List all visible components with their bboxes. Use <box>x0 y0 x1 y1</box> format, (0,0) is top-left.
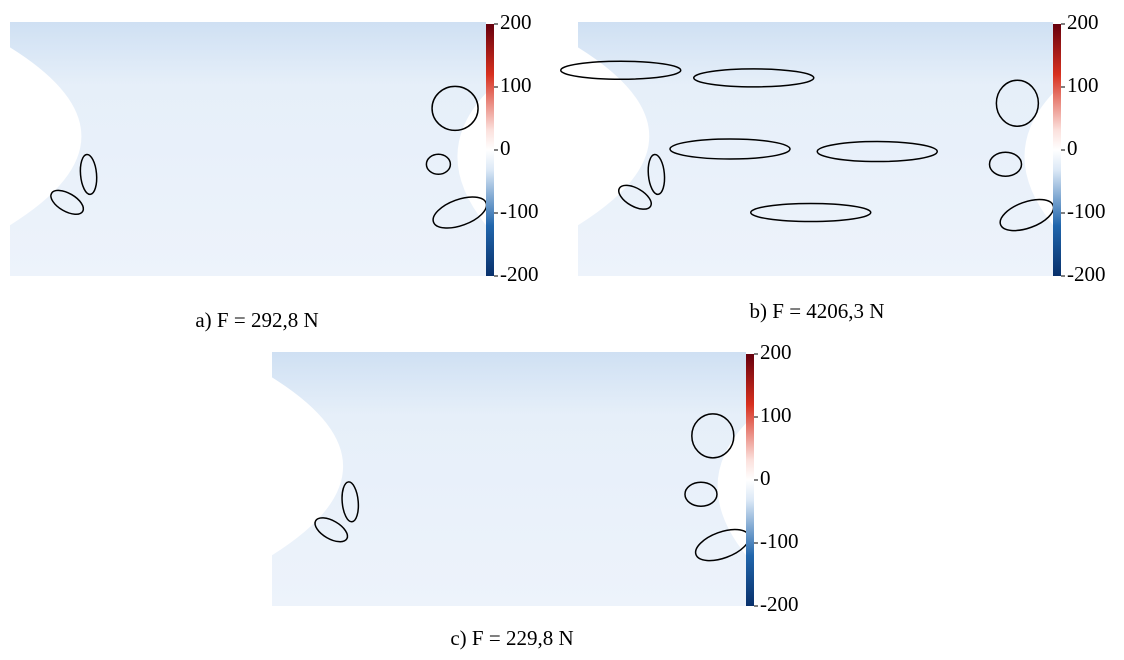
highlight-ellipse <box>314 517 349 543</box>
highlight-ellipse <box>693 68 815 88</box>
colorbar-tick-label: 200 <box>500 10 532 34</box>
highlight-ellipse <box>669 138 791 160</box>
specimen-field <box>272 352 746 606</box>
highlight-ellipse <box>995 79 1040 128</box>
colorbar-tick-label: -100 <box>760 529 799 553</box>
specimen-field <box>10 22 486 276</box>
highlight-ellipse <box>79 153 98 196</box>
colorbar-tick-label: 0 <box>500 136 511 160</box>
highlight-ellipse <box>988 151 1023 177</box>
colorbar-tick-label: -100 <box>500 199 539 223</box>
highlight-ellipse <box>750 202 872 223</box>
highlight-ellipse <box>691 413 735 459</box>
colorbar-tick-label: 200 <box>760 340 792 364</box>
highlight-ellipse <box>50 189 85 215</box>
highlight-ellipse <box>684 481 718 507</box>
panel-caption: c) F = 229,8 N <box>450 626 573 650</box>
colorbar-tick-label: -200 <box>500 262 539 286</box>
colorbar <box>486 24 494 276</box>
colorbar-tick-label: 100 <box>500 73 532 97</box>
highlight-ellipse <box>560 60 682 81</box>
colorbar-tick-label: -200 <box>1067 262 1106 286</box>
highlight-ellipse <box>816 140 938 163</box>
colorbar-tick-label: 100 <box>1067 73 1099 97</box>
highlight-ellipse <box>431 85 479 132</box>
colorbar-tick-label: -100 <box>1067 199 1106 223</box>
colorbar <box>746 354 754 606</box>
panel-caption: b) F = 4206,3 N <box>750 299 885 323</box>
highlight-ellipse <box>425 153 452 175</box>
colorbar-tick-label: 0 <box>760 466 771 490</box>
colorbar-tick-label: -200 <box>760 592 799 616</box>
panel-caption: a) F = 292,8 N <box>195 308 318 332</box>
colorbar-tick-label: 100 <box>760 403 792 427</box>
highlight-ellipse <box>341 481 360 523</box>
colorbar-tick-label: 0 <box>1067 136 1078 160</box>
highlight-ellipse <box>647 153 666 196</box>
colorbar-tick-label: 200 <box>1067 10 1099 34</box>
specimen-field <box>578 22 1053 276</box>
highlight-ellipse <box>618 184 652 210</box>
colorbar <box>1053 24 1061 276</box>
